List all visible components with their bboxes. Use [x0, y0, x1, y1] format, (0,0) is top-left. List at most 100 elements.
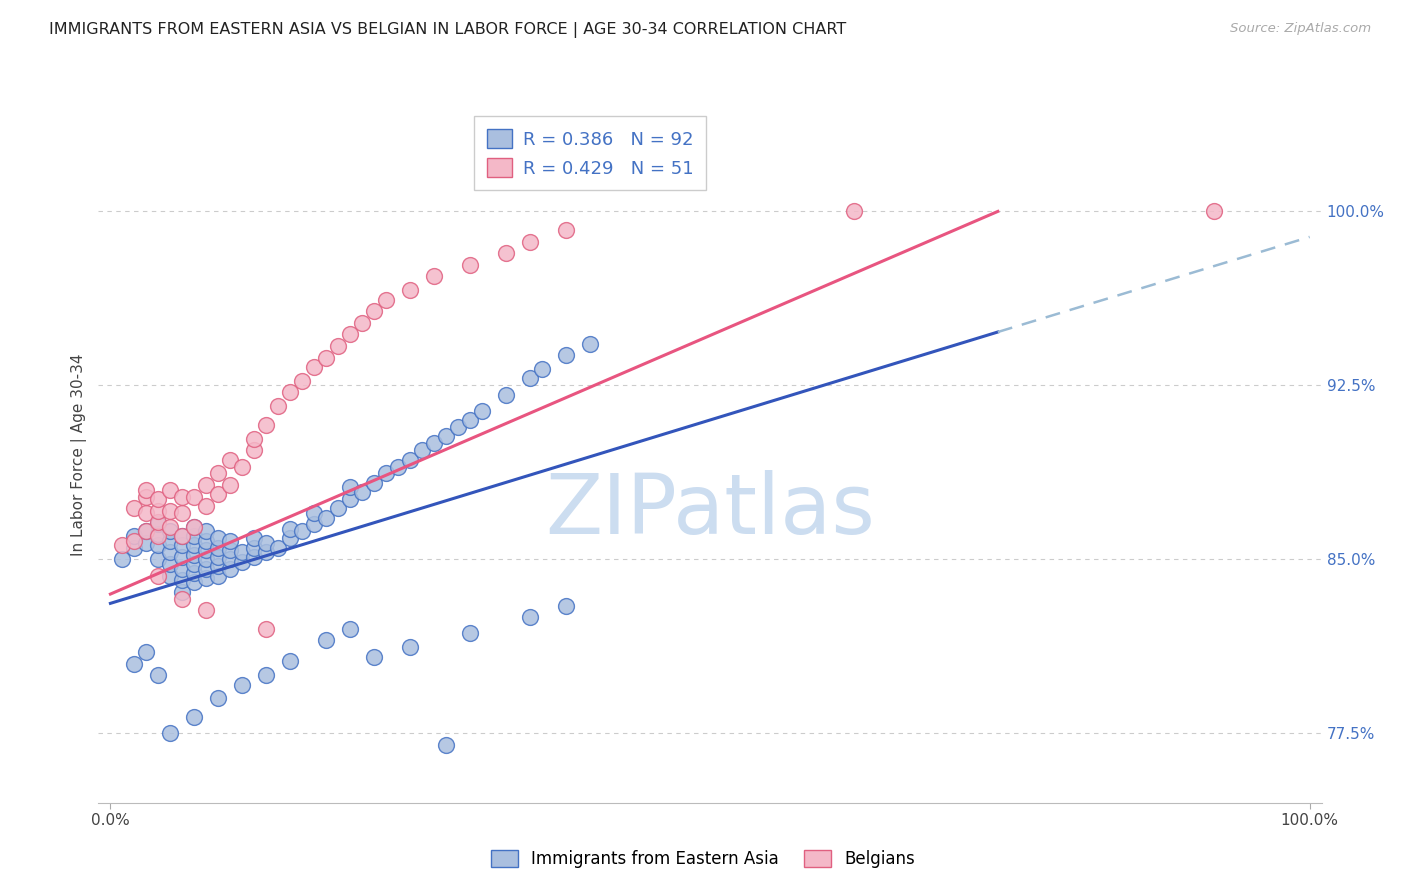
Point	[352, 316, 374, 330]
Point	[399, 452, 422, 467]
Point	[183, 548, 205, 562]
Point	[495, 246, 517, 260]
Point	[172, 591, 194, 606]
Point	[399, 640, 422, 655]
Point	[387, 459, 409, 474]
Point	[172, 506, 194, 520]
Point	[254, 668, 277, 682]
Point	[278, 654, 301, 668]
Point	[555, 348, 578, 362]
Point	[434, 738, 457, 752]
Point	[159, 726, 181, 740]
Point	[339, 622, 361, 636]
Point	[219, 533, 242, 548]
Point	[458, 413, 481, 427]
Point	[148, 517, 170, 532]
Point	[159, 545, 181, 559]
Point	[135, 483, 157, 497]
Point	[172, 561, 194, 575]
Point	[195, 524, 218, 539]
Point	[207, 691, 229, 706]
Point	[183, 529, 205, 543]
Point	[195, 561, 218, 575]
Point	[159, 524, 181, 539]
Point	[375, 293, 398, 307]
Point	[195, 571, 218, 585]
Point	[471, 404, 494, 418]
Point	[278, 385, 301, 400]
Point	[172, 529, 194, 543]
Point	[254, 545, 277, 559]
Point	[111, 538, 134, 552]
Point	[195, 603, 218, 617]
Point	[135, 506, 157, 520]
Point	[243, 532, 266, 546]
Point	[219, 452, 242, 467]
Point	[304, 359, 326, 374]
Point	[399, 283, 422, 297]
Point	[195, 543, 218, 558]
Point	[267, 399, 290, 413]
Point	[111, 552, 134, 566]
Point	[291, 374, 314, 388]
Point	[124, 541, 146, 555]
Point	[148, 568, 170, 582]
Point	[243, 432, 266, 446]
Point	[579, 336, 602, 351]
Point	[352, 485, 374, 500]
Point	[315, 351, 337, 365]
Point	[254, 536, 277, 550]
Point	[315, 633, 337, 648]
Point	[148, 538, 170, 552]
Point	[195, 552, 218, 566]
Point	[219, 478, 242, 492]
Point	[148, 526, 170, 541]
Point	[278, 532, 301, 546]
Point	[291, 524, 314, 539]
Point	[458, 626, 481, 640]
Point	[423, 269, 446, 284]
Point	[148, 529, 170, 543]
Point	[219, 543, 242, 558]
Point	[124, 657, 146, 671]
Point	[363, 649, 385, 664]
Point	[254, 417, 277, 432]
Point	[495, 387, 517, 401]
Point	[172, 584, 194, 599]
Point	[375, 467, 398, 481]
Point	[267, 541, 290, 555]
Point	[219, 561, 242, 575]
Point	[447, 420, 470, 434]
Point	[339, 491, 361, 506]
Point	[183, 566, 205, 581]
Point	[519, 610, 541, 624]
Point	[183, 490, 205, 504]
Point	[148, 503, 170, 517]
Point	[124, 529, 146, 543]
Point	[172, 538, 194, 552]
Point	[159, 503, 181, 517]
Point	[339, 480, 361, 494]
Point	[328, 339, 350, 353]
Text: IMMIGRANTS FROM EASTERN ASIA VS BELGIAN IN LABOR FORCE | AGE 30-34 CORRELATION C: IMMIGRANTS FROM EASTERN ASIA VS BELGIAN …	[49, 22, 846, 38]
Point	[207, 559, 229, 574]
Point	[531, 362, 554, 376]
Point	[135, 490, 157, 504]
Point	[219, 552, 242, 566]
Point	[304, 517, 326, 532]
Point	[519, 371, 541, 385]
Point	[519, 235, 541, 249]
Point	[159, 483, 181, 497]
Point	[231, 459, 253, 474]
Point	[159, 568, 181, 582]
Point	[183, 520, 205, 534]
Point	[1202, 204, 1225, 219]
Point	[458, 258, 481, 272]
Point	[124, 533, 146, 548]
Point	[207, 532, 229, 546]
Point	[363, 475, 385, 490]
Point	[231, 545, 253, 559]
Point	[172, 549, 194, 564]
Point	[135, 524, 157, 539]
Point	[195, 533, 218, 548]
